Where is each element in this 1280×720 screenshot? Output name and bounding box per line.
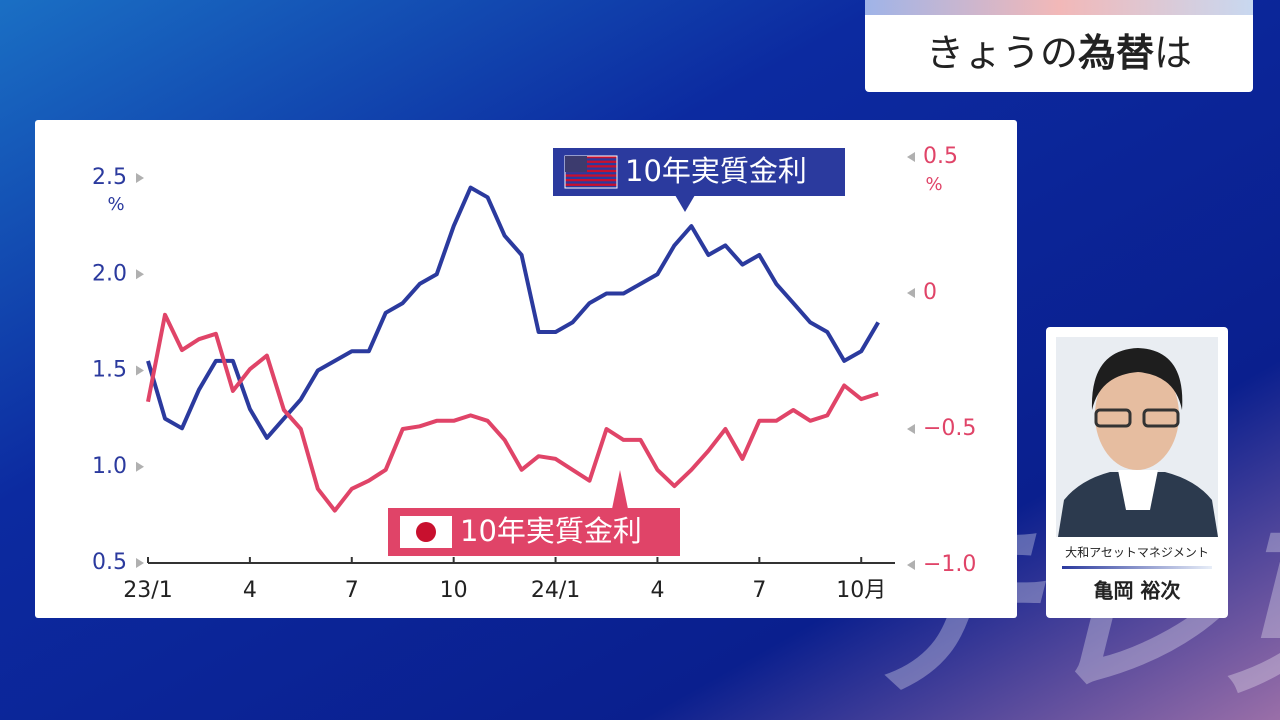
flag-stripe <box>565 156 617 159</box>
header-box <box>865 0 1253 92</box>
guest-hair <box>1091 348 1183 410</box>
x-tick-label: 23/1 <box>123 578 172 603</box>
flag-stripe <box>565 174 617 177</box>
y-tick-mark <box>136 269 144 280</box>
y-tick-label: 1.0 <box>92 454 127 479</box>
y2-tick-label: −1.0 <box>923 552 976 577</box>
flag-disc <box>416 522 436 542</box>
guest-shirt <box>1118 470 1158 510</box>
flag-stripe <box>565 165 617 168</box>
x-tick-label: 10月 <box>836 578 886 603</box>
y2-tick-mark <box>907 152 915 162</box>
flag-stripe <box>565 183 617 186</box>
legend-label: 10年実質金利 <box>460 514 642 548</box>
x-tick-label: 4 <box>243 578 257 603</box>
guest-company: 大和アセットマネジメント <box>1065 546 1209 560</box>
series-line <box>146 312 879 513</box>
legend-item: 10年実質金利 <box>553 148 845 212</box>
header-title-part: きょうの <box>926 31 1078 75</box>
legend-label: 10年実質金利 <box>625 154 807 188</box>
y2-tick-label: −0.5 <box>923 416 976 441</box>
y-tick-label: 2.0 <box>92 261 127 286</box>
y-tick-mark <box>136 173 144 183</box>
y-tick-label: 0.5 <box>92 550 127 575</box>
chart: 0.5 1.0 1.5 2.0 2.5% −1.0 −0.5 0 0.5% 23/1 4 7 10 24/… <box>92 144 976 603</box>
y2-tick-label: 0.5 <box>923 144 958 169</box>
y-tick-mark <box>136 365 144 376</box>
guest-glasses <box>1094 408 1132 428</box>
flag-stripe <box>565 179 617 182</box>
header-title: きょうの為替は <box>926 31 1192 75</box>
x-tick-label: 4 <box>650 578 664 603</box>
legend-pointer <box>675 195 695 212</box>
legend-pointer <box>612 470 628 509</box>
flag-stripe <box>565 169 617 173</box>
flag-stripe <box>565 160 617 163</box>
guest-name: 亀岡 裕次 <box>1094 579 1181 603</box>
header-strip <box>865 0 1253 15</box>
y2-unit: % <box>925 174 942 195</box>
x-tick-label: 7 <box>752 578 766 603</box>
y2-tick-mark <box>907 424 915 434</box>
y2-tick-mark <box>907 560 915 570</box>
y-tick-mark <box>136 558 144 568</box>
x-tick-label: 24/1 <box>531 578 580 603</box>
header-title-part: 為替 <box>1078 31 1154 75</box>
guest-glasses <box>1142 408 1180 428</box>
x-tick-label: 7 <box>345 578 359 603</box>
header: きょうの為替は <box>865 0 1253 92</box>
guest-divider <box>1062 566 1212 569</box>
y-tick-mark <box>136 461 144 472</box>
y-tick-label: 2.5 <box>92 165 127 190</box>
chart-panel <box>35 120 1017 618</box>
y-unit: % <box>107 194 124 215</box>
y2-tick-label: 0 <box>923 280 937 305</box>
header-title-part: は <box>1154 31 1192 75</box>
flag-canton <box>565 156 587 172</box>
guest-face <box>1095 360 1179 470</box>
series-line <box>146 185 880 440</box>
x-tick-label: 10 <box>440 578 468 603</box>
legend-item: 10年実質金利 <box>388 470 680 556</box>
y-tick-label: 1.5 <box>92 358 127 383</box>
y2-tick-mark <box>907 288 915 298</box>
guest-card: 大和アセットマネジメント 亀岡 裕次 <box>1046 327 1228 618</box>
